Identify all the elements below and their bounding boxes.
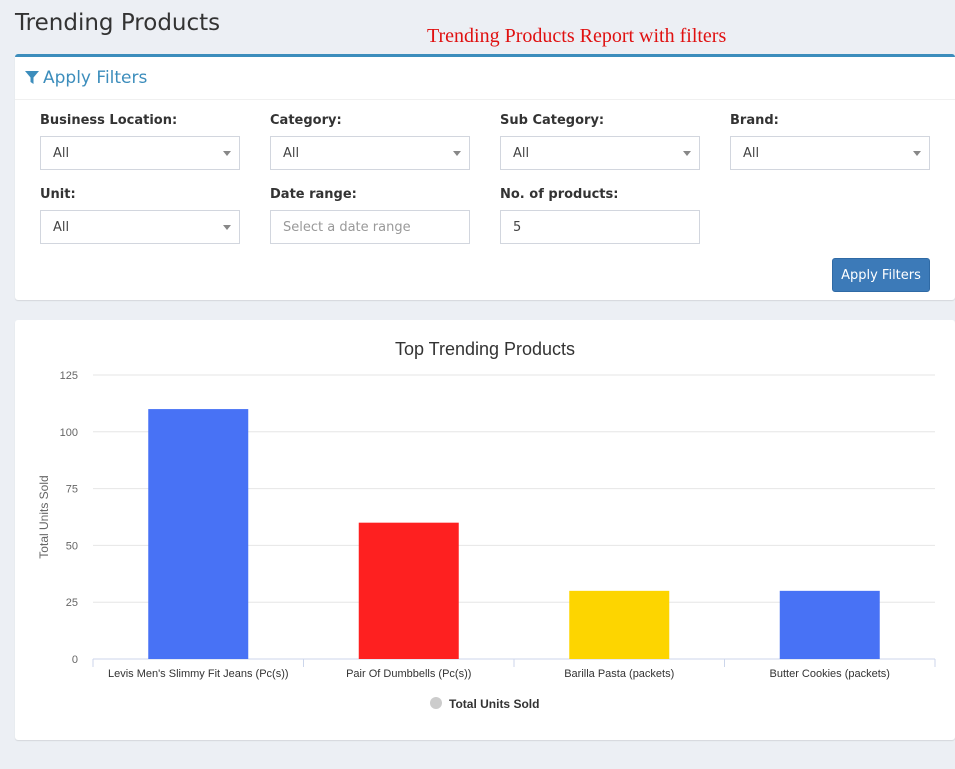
y-tick-label: 100 [60, 427, 78, 439]
bar [779, 590, 880, 659]
date-range-input[interactable]: Select a date range [270, 210, 470, 244]
sub-category-field: Sub Category: All [500, 113, 700, 170]
bar [569, 590, 670, 659]
filter-icon [25, 71, 39, 84]
caret-down-icon [683, 151, 691, 156]
caret-down-icon [223, 151, 231, 156]
y-tick-label: 0 [72, 654, 78, 666]
caret-down-icon [913, 151, 921, 156]
date-range-field: Date range: Select a date range [270, 187, 470, 244]
unit-field: Unit: All [40, 187, 240, 244]
num-products-value: 5 [513, 219, 522, 235]
business-location-select[interactable]: All [40, 136, 240, 170]
date-range-label: Date range: [270, 187, 357, 202]
sub-category-value: All [513, 145, 530, 161]
legend-label: Total Units Sold [449, 697, 539, 711]
bar [148, 409, 249, 659]
sub-category-label: Sub Category: [500, 113, 605, 128]
unit-label: Unit: [40, 187, 76, 202]
date-range-placeholder: Select a date range [283, 219, 411, 235]
num-products-label: No. of products: [500, 187, 619, 202]
y-axis-label: Total Units Sold [37, 475, 51, 558]
bar [358, 522, 459, 659]
filter-title: Apply Filters [43, 68, 148, 88]
caret-down-icon [453, 151, 461, 156]
x-tick-label: Barilla Pasta (packets) [564, 668, 674, 680]
num-products-field: No. of products: 5 [500, 187, 700, 244]
category-field: Category: All [270, 113, 470, 170]
unit-select[interactable]: All [40, 210, 240, 244]
unit-value: All [53, 219, 70, 235]
caret-down-icon [223, 225, 231, 230]
x-tick-label: Levis Men's Slimmy Fit Jeans (Pc(s)) [108, 668, 289, 680]
filter-panel: Apply Filters Business Location: All Cat… [15, 54, 955, 300]
business-location-value: All [53, 145, 70, 161]
legend-marker [430, 697, 442, 709]
annotation-caption: Trending Products Report with filters [427, 25, 727, 47]
sub-category-select[interactable]: All [500, 136, 700, 170]
business-location-field: Business Location: All [40, 113, 240, 170]
y-tick-label: 50 [66, 540, 78, 552]
x-tick-label: Pair Of Dumbbells (Pc(s)) [346, 668, 471, 680]
brand-label: Brand: [730, 113, 779, 128]
y-tick-label: 25 [66, 597, 78, 609]
filter-header[interactable]: Apply Filters [15, 57, 955, 100]
category-value: All [283, 145, 300, 161]
y-tick-label: 75 [66, 484, 78, 496]
y-tick-label: 125 [60, 370, 78, 382]
brand-field: Brand: All [730, 113, 930, 170]
brand-select[interactable]: All [730, 136, 930, 170]
category-select[interactable]: All [270, 136, 470, 170]
page-title: Trending Products [15, 10, 221, 36]
apply-filters-button[interactable]: Apply Filters [832, 258, 930, 292]
num-products-input[interactable]: 5 [500, 210, 700, 244]
business-location-label: Business Location: [40, 113, 178, 128]
x-tick-label: Butter Cookies (packets) [770, 668, 890, 680]
brand-value: All [743, 145, 760, 161]
bar-chart: Top Trending Products 0 25 50 75 100 125 Total … [37, 339, 936, 711]
chart-panel: Top Trending Products 0 25 50 75 100 125 Total … [15, 320, 955, 740]
category-label: Category: [270, 113, 342, 128]
chart-title: Top Trending Products [395, 339, 575, 359]
